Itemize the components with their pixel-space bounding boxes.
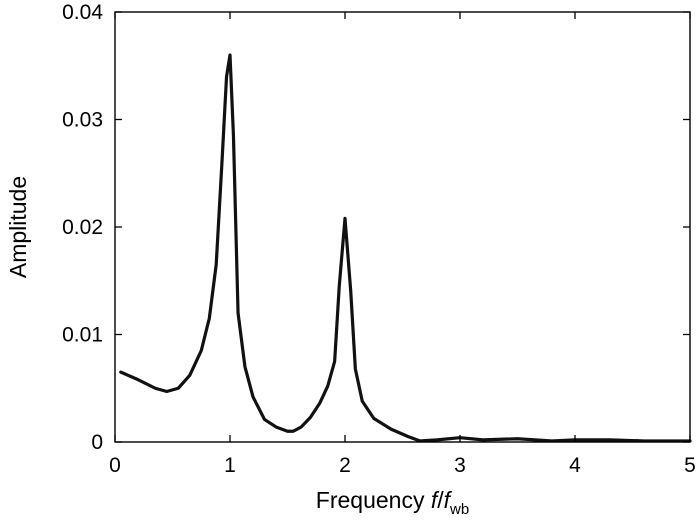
labels-layer: 0 1 2 3 4 5 0 0.01 0.02 0.03 0.04 Frequency f/fwb Am… [5,1,696,518]
x-tick-label: 3 [454,454,466,477]
x-tick-label: 4 [569,454,581,477]
x-tick-label: 5 [684,454,696,477]
y-tick-label: 0.03 [62,109,103,132]
axes-layer [114,11,691,443]
y-tick-label: 0.04 [62,1,103,24]
series-line-0 [119,53,692,443]
x-tick-label: 2 [339,454,351,477]
x-tick-label: 1 [224,454,236,477]
x-axis-title: Frequency f/fwb [316,487,469,518]
plot-frame [114,11,691,443]
y-tick-label: 0.02 [62,216,103,239]
y-tick-label: 0.01 [62,324,103,347]
y-tick-label: 0 [91,431,103,454]
plot-layer [119,53,692,443]
y-axis-title: Amplitude [5,176,31,278]
x-tick-label: 0 [109,454,121,477]
